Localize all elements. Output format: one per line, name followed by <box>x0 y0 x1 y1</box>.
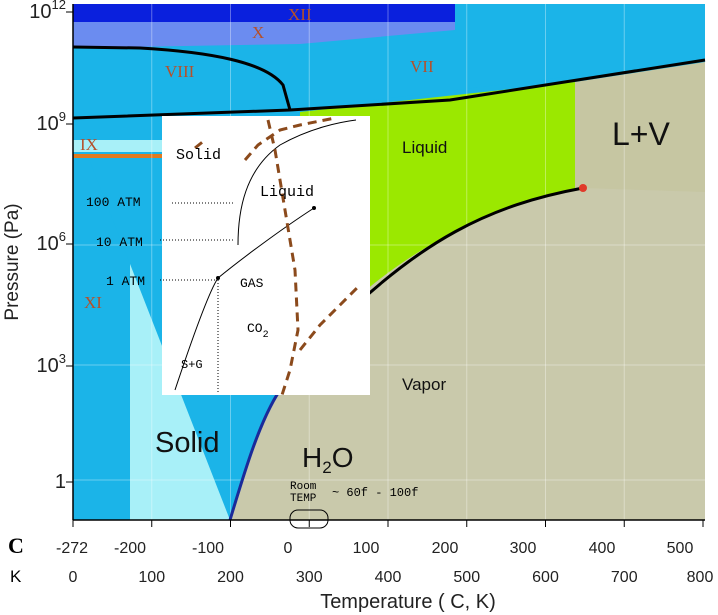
inset-label: GAS <box>240 276 264 291</box>
region-label: Liquid <box>402 138 447 157</box>
kelvin-unit: K <box>10 567 22 586</box>
l-v-region <box>575 62 705 192</box>
celsius-tick-label: -100 <box>192 540 224 557</box>
y-tick-label: 10 <box>37 355 59 377</box>
inset-label: 100 ATM <box>86 195 141 210</box>
kelvin-tick-label: 300 <box>296 569 323 586</box>
region-label: Solid <box>155 427 220 459</box>
inset-label: 10 ATM <box>96 235 143 250</box>
y-tick-label: 10 <box>37 113 59 135</box>
y-tick-label: 6 <box>59 229 66 244</box>
phase-boundary <box>72 45 292 111</box>
inset-label: 2 <box>263 330 269 341</box>
celsius-tick-label: 100 <box>353 540 380 557</box>
substance-label: 2 <box>322 458 331 477</box>
y-tick-label: 3 <box>59 351 66 366</box>
inset-label: S+G <box>181 358 203 372</box>
y-axis-title: Pressure (Pa) <box>2 203 23 320</box>
inset-curve <box>237 119 357 246</box>
co2-overlay <box>298 283 362 351</box>
room-temp-marker <box>289 509 329 529</box>
celsius-tick-label: -200 <box>114 540 146 557</box>
region-label: L+V <box>612 116 670 152</box>
inset-point <box>216 276 220 280</box>
y-tick-label: 1012 <box>29 0 66 23</box>
celsius-tick-label: 200 <box>432 540 459 557</box>
kelvin-tick-label: 800 <box>687 569 714 586</box>
sublimation-curve <box>228 389 282 521</box>
substance-label: O <box>332 442 354 473</box>
celsius-tick-label: 500 <box>667 540 694 557</box>
co2-overlay <box>194 116 336 396</box>
ice-x-region <box>73 22 455 48</box>
kelvin-tick-label: 400 <box>375 569 402 586</box>
substance-label: H <box>302 442 322 473</box>
inset: Solid Liquid 100 ATM 10 ATM 1 ATM GAS CO… <box>86 116 370 396</box>
kelvin-tick-label: 500 <box>453 569 480 586</box>
celsius-tick-label: -272 <box>56 540 88 557</box>
y-tick-label: 10 <box>37 233 59 255</box>
y-tick-label: 10 <box>29 1 51 23</box>
y-tick-label: 103 <box>37 351 66 377</box>
region-label: XI <box>84 293 102 312</box>
region-label: VIII <box>165 62 195 81</box>
inset-point <box>312 206 316 210</box>
kelvin-tick-label: 100 <box>138 569 165 586</box>
y-tick-label: 1 <box>55 471 66 493</box>
inset-label: CO <box>247 321 263 336</box>
critical-point <box>579 184 587 192</box>
y-tick-label: 106 <box>37 229 66 255</box>
inset-label: CO2 <box>247 321 269 341</box>
y-tick-label: 12 <box>52 0 66 12</box>
region-label: XII <box>288 5 312 24</box>
phase-boundary <box>72 58 706 120</box>
celsius-tick-label: 400 <box>589 540 616 557</box>
liquid-region <box>300 82 583 330</box>
y-tick-label: 9 <box>59 109 66 124</box>
region-label: IX <box>80 135 98 154</box>
celsius-tick-label: 0 <box>284 540 293 557</box>
room-temp-label: Room <box>290 481 317 493</box>
region-label: Vapor <box>402 375 446 394</box>
y-tick-label: 1 <box>55 471 66 493</box>
region-label: X <box>252 23 264 42</box>
inset-label: Solid <box>176 147 221 164</box>
ice-ix-line <box>73 154 168 158</box>
kelvin-tick-label: 700 <box>611 569 638 586</box>
region-label: VII <box>410 57 434 76</box>
celsius-unit: C <box>8 533 24 558</box>
room-temp-range: ~ 60f - 100f <box>332 486 418 500</box>
kelvin-tick-label: 200 <box>217 569 244 586</box>
inset-panel <box>162 116 370 395</box>
x-axis-title: Temperature ( C, K) <box>320 591 496 613</box>
kelvin-tick-label: 0 <box>69 569 78 586</box>
kelvin-tick-label: 600 <box>532 569 559 586</box>
room-temp-label: TEMP <box>290 493 317 505</box>
inset-label: Liquid <box>260 184 314 201</box>
celsius-tick-label: 300 <box>510 540 537 557</box>
ice-ix-band <box>73 140 168 152</box>
inset-label: 1 ATM <box>106 274 145 289</box>
vapor-region <box>230 188 705 520</box>
substance-label: H2O <box>302 442 353 477</box>
y-tick-label: 109 <box>37 109 66 135</box>
